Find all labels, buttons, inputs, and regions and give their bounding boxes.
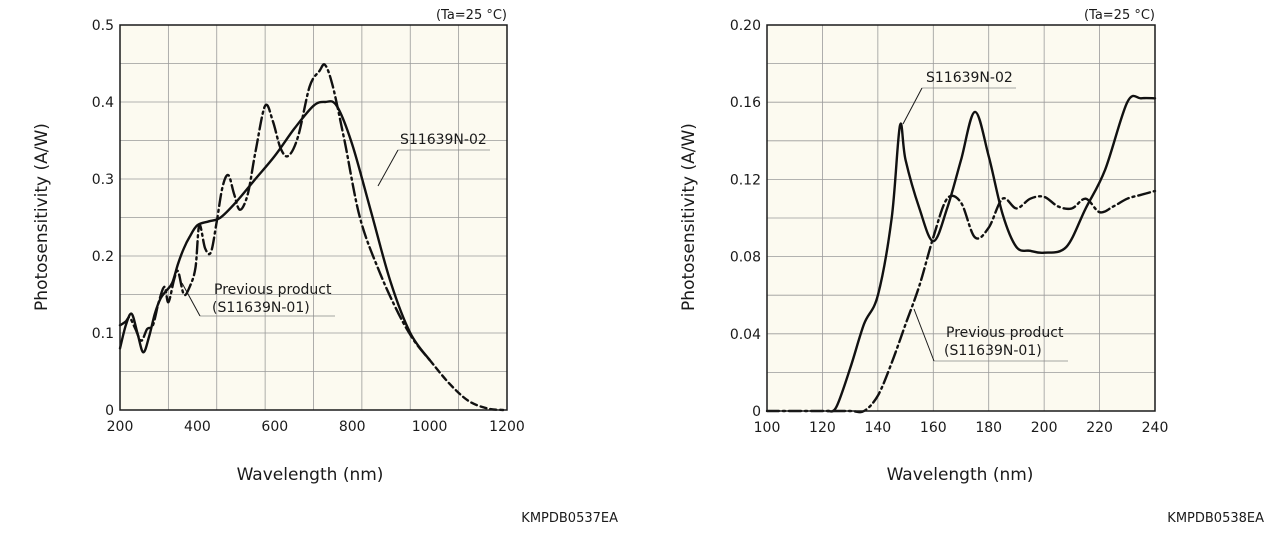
annotation-previous-left: Previous product (S11639N-01) [181, 282, 335, 317]
figure-code-right: KMPDB0538EA [1167, 511, 1264, 526]
y-ticks-right: 0 0.04 0.08 0.12 0.16 0.20 [730, 18, 761, 420]
y-tick-label: 0.12 [730, 172, 761, 188]
leader-line [377, 149, 399, 187]
leader-line [913, 308, 935, 362]
chart-left: 0 0.1 0.2 0.3 0.4 0.5 200 400 600 800 1000 1200 (T… [32, 8, 618, 526]
y-axis-label-right: Photosensitivity (A/W) [679, 123, 699, 311]
grid-left [120, 25, 507, 410]
series-group-right [765, 94, 1157, 414]
y-tick-label: 0.1 [92, 326, 114, 342]
annotation-label: Previous product [214, 282, 332, 298]
x-tick-label: 160 [920, 420, 947, 436]
annotation-label: (S11639N-01) [212, 300, 310, 316]
x-tick-label: 600 [261, 419, 288, 435]
annotation-label: S11639N-02 [400, 132, 487, 148]
annotation-label: Previous product [946, 325, 1064, 341]
x-axis-label-right: Wavelength (nm) [887, 465, 1034, 485]
leader-line [902, 87, 923, 125]
x-tick-label: 180 [975, 420, 1002, 436]
x-tick-label: 400 [184, 419, 211, 435]
x-tick-label: 1000 [412, 419, 448, 435]
annotation-s11639n02-left: S11639N-02 [377, 132, 490, 187]
x-tick-label: 200 [1031, 420, 1058, 436]
leader-line [181, 282, 201, 317]
x-axis-label-left: Wavelength (nm) [237, 465, 384, 485]
series-line-dash-dot [765, 189, 1157, 414]
x-tick-label: 200 [107, 419, 134, 435]
x-tick-label: 800 [339, 419, 366, 435]
y-ticks-left: 0 0.1 0.2 0.3 0.4 0.5 [92, 18, 114, 419]
y-tick-label: 0.20 [730, 18, 761, 34]
condition-note-right: (Ta=25 °C) [1084, 8, 1155, 23]
y-tick-label: 0.4 [92, 95, 114, 111]
x-tick-label: 140 [864, 420, 891, 436]
y-tick-label: 0.16 [730, 95, 761, 111]
annotation-label: S11639N-02 [926, 70, 1013, 86]
x-ticks-right: 100 120 140 160 180 200 220 240 [754, 420, 1169, 436]
x-tick-label: 220 [1086, 420, 1113, 436]
y-tick-label: 0 [105, 403, 114, 419]
y-tick-label: 0.3 [92, 172, 114, 188]
annotation-previous-right: Previous product (S11639N-01) [913, 308, 1068, 362]
series-line-solid [826, 94, 1157, 413]
annotation-label: (S11639N-01) [944, 343, 1042, 359]
y-tick-label: 0 [752, 404, 761, 420]
series-line-solid [118, 100, 431, 362]
y-tick-label: 0.08 [730, 250, 761, 266]
x-ticks-left: 200 400 600 800 1000 1200 [107, 419, 525, 435]
y-tick-label: 0.04 [730, 327, 761, 343]
y-axis-label-left: Photosensitivity (A/W) [32, 123, 52, 311]
figure-code-left: KMPDB0537EA [521, 511, 618, 526]
annotation-s11639n02-right: S11639N-02 [902, 70, 1016, 125]
y-tick-label: 0.5 [92, 18, 114, 34]
y-tick-label: 0.2 [92, 249, 114, 265]
chart-right: 0 0.04 0.08 0.12 0.16 0.20 100 120 140 160 180 200… [679, 8, 1264, 526]
x-tick-label: 100 [754, 420, 781, 436]
series-line-dash-dot [118, 63, 431, 362]
x-tick-label: 1200 [489, 419, 525, 435]
x-tick-label: 240 [1142, 420, 1169, 436]
x-tick-label: 120 [809, 420, 836, 436]
grid-right [767, 25, 1155, 411]
condition-note-left: (Ta=25 °C) [436, 8, 507, 23]
plot-frame-right [766, 24, 1156, 412]
plot-frame-left [119, 24, 508, 411]
